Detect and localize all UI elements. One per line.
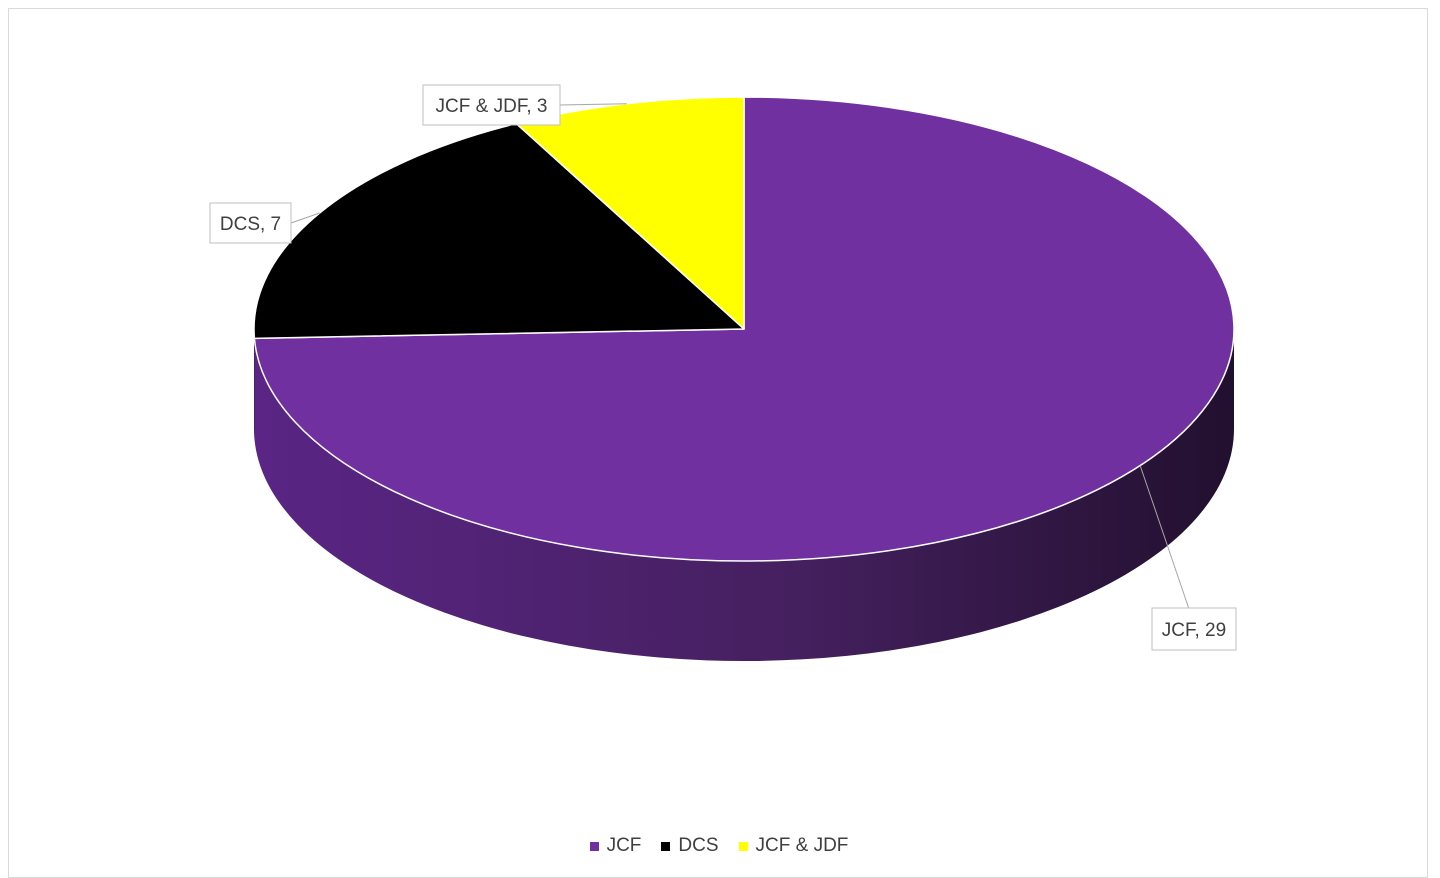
legend-label-jcf: JCF [607,835,642,857]
legend-item-jcf: JCF [590,835,642,857]
chart-area: JCF, 29 DCS, 7 JCF & JDF, 3 JCF DCS JCF & … [8,8,1428,878]
legend-swatch-jcf [590,842,599,851]
legend-swatch-dcs [661,842,670,851]
legend-item-dcs: DCS [661,835,718,857]
data-label-jcf: JCF, 29 [1162,620,1226,641]
data-label-jcf-jdf: JCF & JDF, 3 [436,96,548,117]
legend: JCF DCS JCF & JDF [9,835,1429,857]
legend-swatch-jcf-jdf [739,842,748,851]
legend-item-jcf-jdf: JCF & JDF [739,835,849,857]
legend-label-jcf-jdf: JCF & JDF [756,835,849,857]
data-label-dcs: DCS, 7 [220,214,281,235]
pie-chart: JCF, 29 DCS, 7 JCF & JDF, 3 [9,9,1429,829]
legend-label-dcs: DCS [678,835,718,857]
